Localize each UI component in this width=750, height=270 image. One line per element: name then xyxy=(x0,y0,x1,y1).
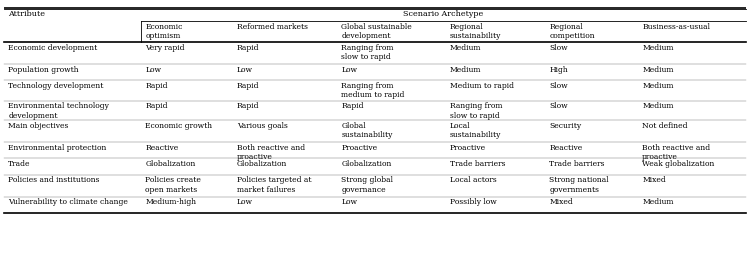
Text: Mixed: Mixed xyxy=(549,198,573,207)
Text: Various goals: Various goals xyxy=(237,122,287,130)
Text: Ranging from
slow to rapid: Ranging from slow to rapid xyxy=(341,44,394,61)
Text: Both reactive and
proactive: Both reactive and proactive xyxy=(237,144,304,161)
Text: Rapid: Rapid xyxy=(237,44,260,52)
Text: Rapid: Rapid xyxy=(237,102,260,110)
Text: Reactive: Reactive xyxy=(549,144,583,152)
Text: Trade barriers: Trade barriers xyxy=(549,160,604,168)
Text: Low: Low xyxy=(341,66,357,74)
Text: Low: Low xyxy=(237,198,253,207)
Text: Mixed: Mixed xyxy=(642,176,666,184)
Text: Medium to rapid: Medium to rapid xyxy=(450,82,514,90)
Text: High: High xyxy=(549,66,568,74)
Text: Low: Low xyxy=(237,66,253,74)
Text: Policies and institutions: Policies and institutions xyxy=(8,176,100,184)
Text: Scenario Archetype: Scenario Archetype xyxy=(404,10,484,18)
Text: Policies targeted at
market failures: Policies targeted at market failures xyxy=(237,176,311,194)
Text: Medium: Medium xyxy=(450,44,482,52)
Text: Economic development: Economic development xyxy=(8,44,98,52)
Text: Ranging from
slow to rapid: Ranging from slow to rapid xyxy=(450,102,503,120)
Text: Ranging from
medium to rapid: Ranging from medium to rapid xyxy=(341,82,404,99)
Text: Environmental protection: Environmental protection xyxy=(8,144,106,152)
Text: Policies create
open markets: Policies create open markets xyxy=(146,176,201,194)
Text: Global sustainable
development: Global sustainable development xyxy=(341,23,412,40)
Text: Rapid: Rapid xyxy=(341,102,364,110)
Text: Low: Low xyxy=(146,66,161,74)
Text: Very rapid: Very rapid xyxy=(146,44,184,52)
Text: Reactive: Reactive xyxy=(146,144,178,152)
Text: Economic growth: Economic growth xyxy=(146,122,212,130)
Text: Regional
sustainability: Regional sustainability xyxy=(450,23,501,40)
Text: Medium: Medium xyxy=(642,82,674,90)
Text: Reformed markets: Reformed markets xyxy=(237,23,308,31)
Text: Proactive: Proactive xyxy=(450,144,486,152)
Text: Globalization: Globalization xyxy=(146,160,196,168)
Text: Business-as-usual: Business-as-usual xyxy=(642,23,710,31)
Text: Environmental technology
development: Environmental technology development xyxy=(8,102,109,120)
Text: Medium: Medium xyxy=(642,44,674,52)
Text: Attribute: Attribute xyxy=(8,10,45,18)
Text: Rapid: Rapid xyxy=(146,102,168,110)
Text: Low: Low xyxy=(341,198,357,207)
Text: Not defined: Not defined xyxy=(642,122,688,130)
Text: Slow: Slow xyxy=(549,82,568,90)
Text: Regional
competition: Regional competition xyxy=(549,23,595,40)
Text: Main objectives: Main objectives xyxy=(8,122,69,130)
Text: Strong global
governance: Strong global governance xyxy=(341,176,393,194)
Text: Local actors: Local actors xyxy=(450,176,497,184)
Text: Weak globalization: Weak globalization xyxy=(642,160,715,168)
Text: Economic
optimism: Economic optimism xyxy=(146,23,183,40)
Text: Global
sustainability: Global sustainability xyxy=(341,122,392,139)
Text: Medium: Medium xyxy=(450,66,482,74)
Text: Slow: Slow xyxy=(549,102,568,110)
Text: Trade barriers: Trade barriers xyxy=(450,160,506,168)
Text: Technology development: Technology development xyxy=(8,82,104,90)
Text: Medium-high: Medium-high xyxy=(146,198,196,207)
Text: Rapid: Rapid xyxy=(237,82,260,90)
Text: Vulnerability to climate change: Vulnerability to climate change xyxy=(8,198,128,207)
Text: Rapid: Rapid xyxy=(146,82,168,90)
Text: Trade: Trade xyxy=(8,160,31,168)
Text: Both reactive and
proactive: Both reactive and proactive xyxy=(642,144,710,161)
Text: Globalization: Globalization xyxy=(341,160,392,168)
Text: Strong national
governments: Strong national governments xyxy=(549,176,609,194)
Text: Medium: Medium xyxy=(642,198,674,207)
Text: Proactive: Proactive xyxy=(341,144,377,152)
Text: Local
sustainability: Local sustainability xyxy=(450,122,501,139)
Text: Medium: Medium xyxy=(642,102,674,110)
Text: Medium: Medium xyxy=(642,66,674,74)
Text: Globalization: Globalization xyxy=(237,160,287,168)
Text: Security: Security xyxy=(549,122,581,130)
Text: Population growth: Population growth xyxy=(8,66,79,74)
Text: Possibly low: Possibly low xyxy=(450,198,497,207)
Text: Slow: Slow xyxy=(549,44,568,52)
